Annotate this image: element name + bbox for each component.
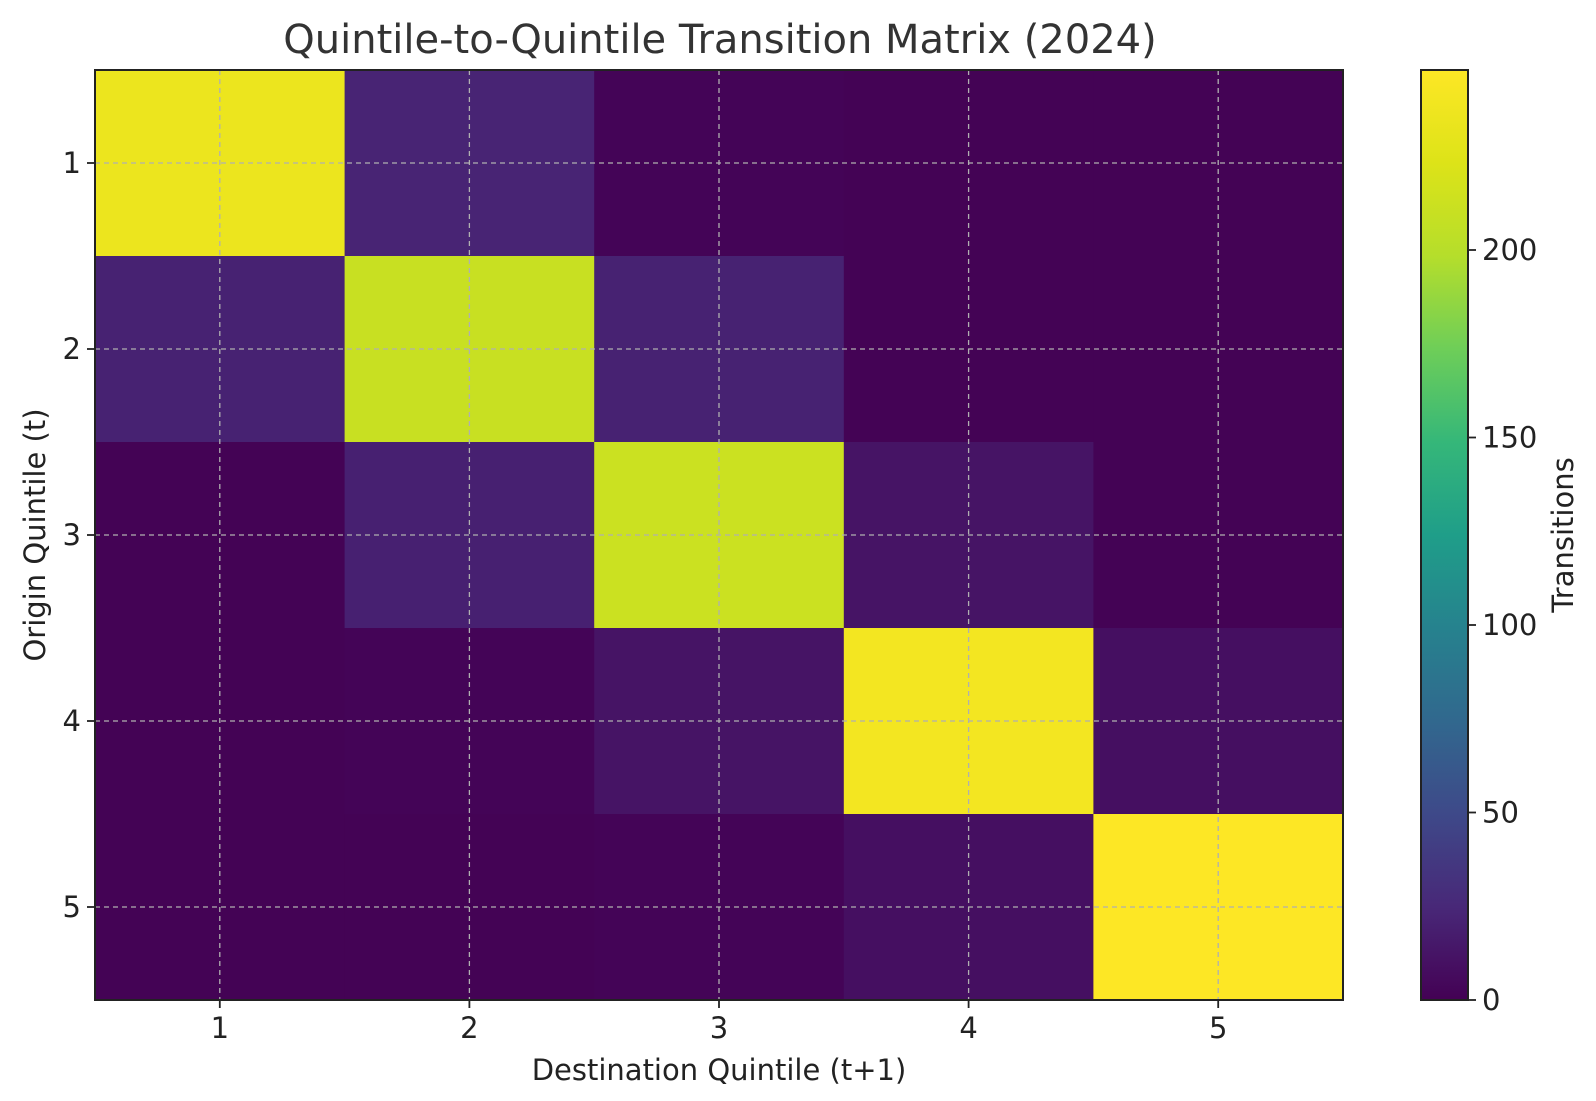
colorbar-tick-label: 0 [1482,983,1500,1017]
y-axis-ticks: 1 2 3 4 5 [63,146,95,924]
x-tick-label: 4 [959,1011,977,1045]
grid-lines [95,70,1343,1000]
y-tick-label: 1 [63,146,81,180]
colorbar-tick-label: 150 [1482,421,1537,455]
chart-title: Quintile-to-Quintile Transition Matrix (… [283,17,1156,63]
colorbar-tick-label: 200 [1482,233,1537,267]
y-tick-label: 4 [63,704,81,738]
x-tick-label: 5 [1209,1011,1227,1045]
x-tick-label: 1 [211,1011,229,1045]
colorbar-tick-label: 100 [1482,608,1537,642]
x-tick-label: 3 [710,1011,728,1045]
x-axis-ticks: 1 2 3 4 5 [211,1000,1227,1045]
colorbar [1420,69,1469,1001]
y-tick-label: 2 [63,332,81,366]
y-axis-label: Origin Quintile (t) [18,408,52,661]
colorbar-ticks: 0 50 100 150 200 [1468,233,1537,1017]
y-tick-label: 5 [63,890,81,924]
x-axis-label: Destination Quintile (t+1) [532,1053,907,1087]
x-tick-label: 2 [460,1011,478,1045]
colorbar-label: Transitions [1546,457,1580,613]
colorbar-tick-label: 50 [1482,796,1519,830]
y-tick-label: 3 [63,518,81,552]
